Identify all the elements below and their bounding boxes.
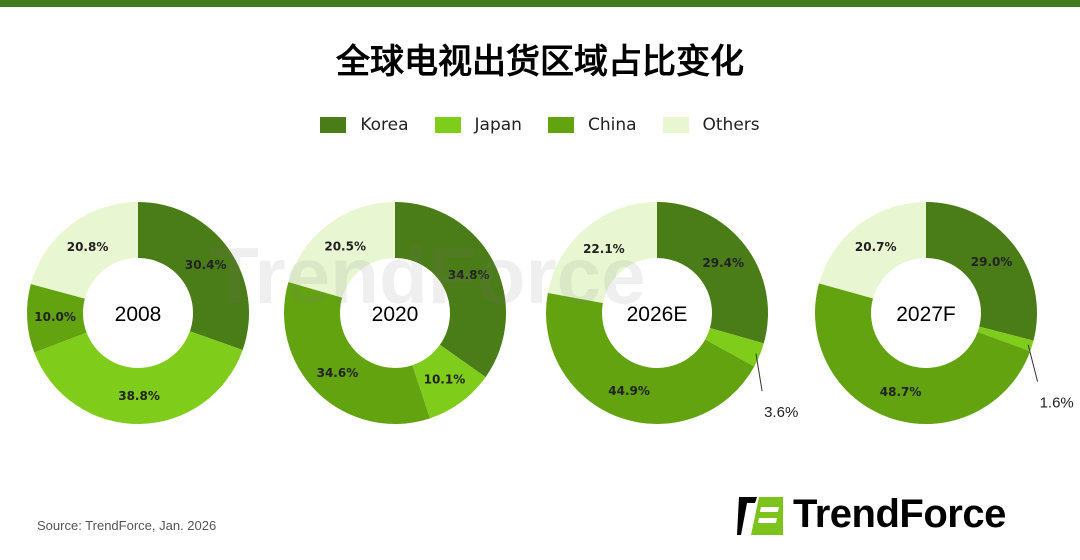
source-note: Source: TrendForce, Jan. 2026 (37, 518, 217, 533)
data-label: 48.7% (880, 385, 922, 399)
data-label: 1.6% (1040, 395, 1074, 412)
logo-text: TrendForce (793, 492, 1006, 536)
data-label: 34.6% (317, 366, 359, 380)
data-label: 3.6% (764, 404, 798, 421)
data-label: 10.1% (424, 373, 466, 387)
chart-title: 全球电视出货区域占比变化 (336, 42, 744, 82)
data-label: 30.4% (185, 258, 227, 272)
slice-korea-2027F (926, 202, 1037, 341)
legend-label: Others (702, 115, 760, 135)
center-year-label: 2020 (372, 303, 419, 326)
data-label: 29.0% (971, 255, 1013, 269)
data-label: 10.0% (34, 310, 76, 324)
legend-swatch (320, 117, 347, 133)
data-label: 44.9% (608, 384, 650, 398)
slice-japan-2020 (412, 344, 486, 419)
data-label: 20.8% (67, 240, 109, 254)
slice-korea-2020 (395, 202, 507, 378)
leader-line (1027, 344, 1039, 382)
data-label: 22.1% (583, 242, 625, 256)
slice-korea-2008 (138, 202, 250, 350)
slice-others-2020 (288, 202, 395, 298)
center-year-label: 2008 (115, 303, 162, 326)
center-year-label: 2026E (627, 303, 688, 326)
legend-swatch (662, 117, 689, 133)
legend-item-china: China (547, 115, 637, 135)
slice-china-2026E (546, 292, 755, 424)
slice-japan-2026E (705, 328, 764, 367)
slice-japan-2027F (977, 326, 1034, 352)
leader-line (755, 353, 763, 392)
legend: Korea Japan China Others (0, 115, 1080, 135)
legend-swatch (547, 117, 574, 133)
legend-swatch (434, 117, 461, 133)
legend-item-japan: Japan (434, 115, 522, 135)
trendforce-logo: TrendForce (737, 492, 1006, 537)
center-year-label: 2027F (896, 303, 956, 326)
slice-others-2008 (30, 202, 139, 299)
trendforce-logo-icon (737, 496, 783, 535)
data-label: 38.8% (118, 389, 160, 403)
slice-japan-2008 (34, 331, 243, 424)
top-bar (0, 0, 1080, 7)
data-label: 29.4% (702, 256, 744, 270)
data-label: 20.7% (855, 240, 897, 254)
legend-label: China (587, 115, 637, 135)
legend-label: Korea (360, 115, 409, 135)
data-label: 20.5% (324, 240, 366, 254)
data-label: 34.8% (448, 268, 490, 282)
slice-china-2008 (27, 284, 87, 353)
slice-korea-2026E (657, 202, 769, 344)
legend-item-korea: Korea (320, 115, 409, 135)
slice-others-2026E (547, 202, 657, 304)
slice-china-2027F (814, 283, 1031, 425)
slice-china-2020 (284, 282, 430, 424)
legend-item-others: Others (662, 115, 760, 135)
legend-label: Japan (474, 115, 522, 135)
slice-others-2027F (819, 201, 926, 299)
